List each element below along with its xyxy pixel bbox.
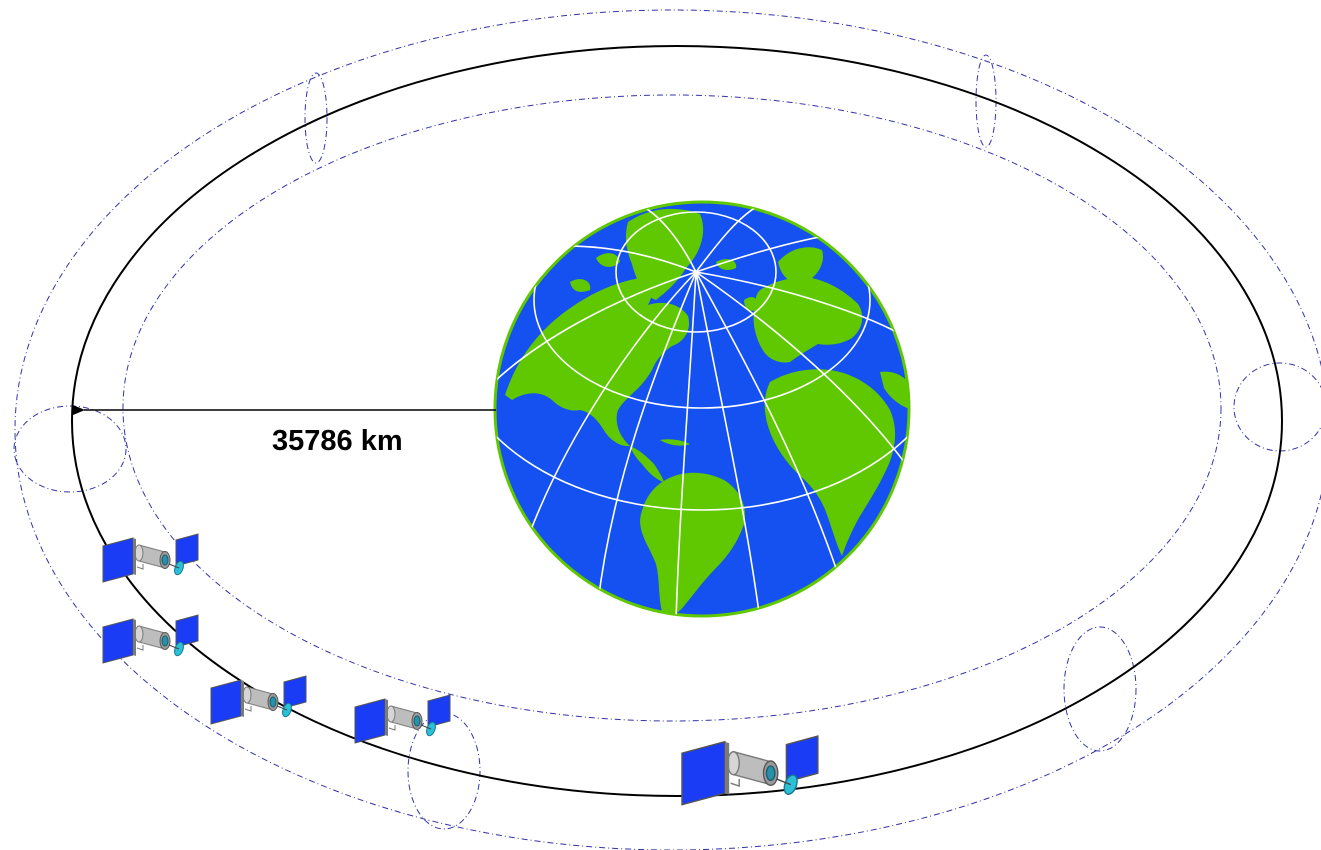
geostationary-orbit	[71, 45, 1283, 797]
earth-globe-icon	[493, 200, 911, 618]
orbit-altitude-label: 35786 km	[272, 425, 403, 457]
band-ring-left	[13, 405, 127, 493]
orbit-band	[13, 9, 1321, 850]
satellite-icon	[210, 675, 307, 725]
band-ring-bottom	[407, 712, 481, 830]
satellite-icon	[102, 614, 199, 664]
band-ring-top-left	[304, 72, 328, 164]
orbit-band-inner	[122, 94, 1222, 722]
satellite-icon	[681, 735, 819, 806]
orbit-band-outer	[14, 9, 1321, 850]
band-ring-top-right	[975, 54, 997, 148]
band-ring-bottom-right	[1063, 626, 1137, 752]
satellite-icon	[102, 533, 199, 583]
satellite-icon	[354, 694, 451, 744]
